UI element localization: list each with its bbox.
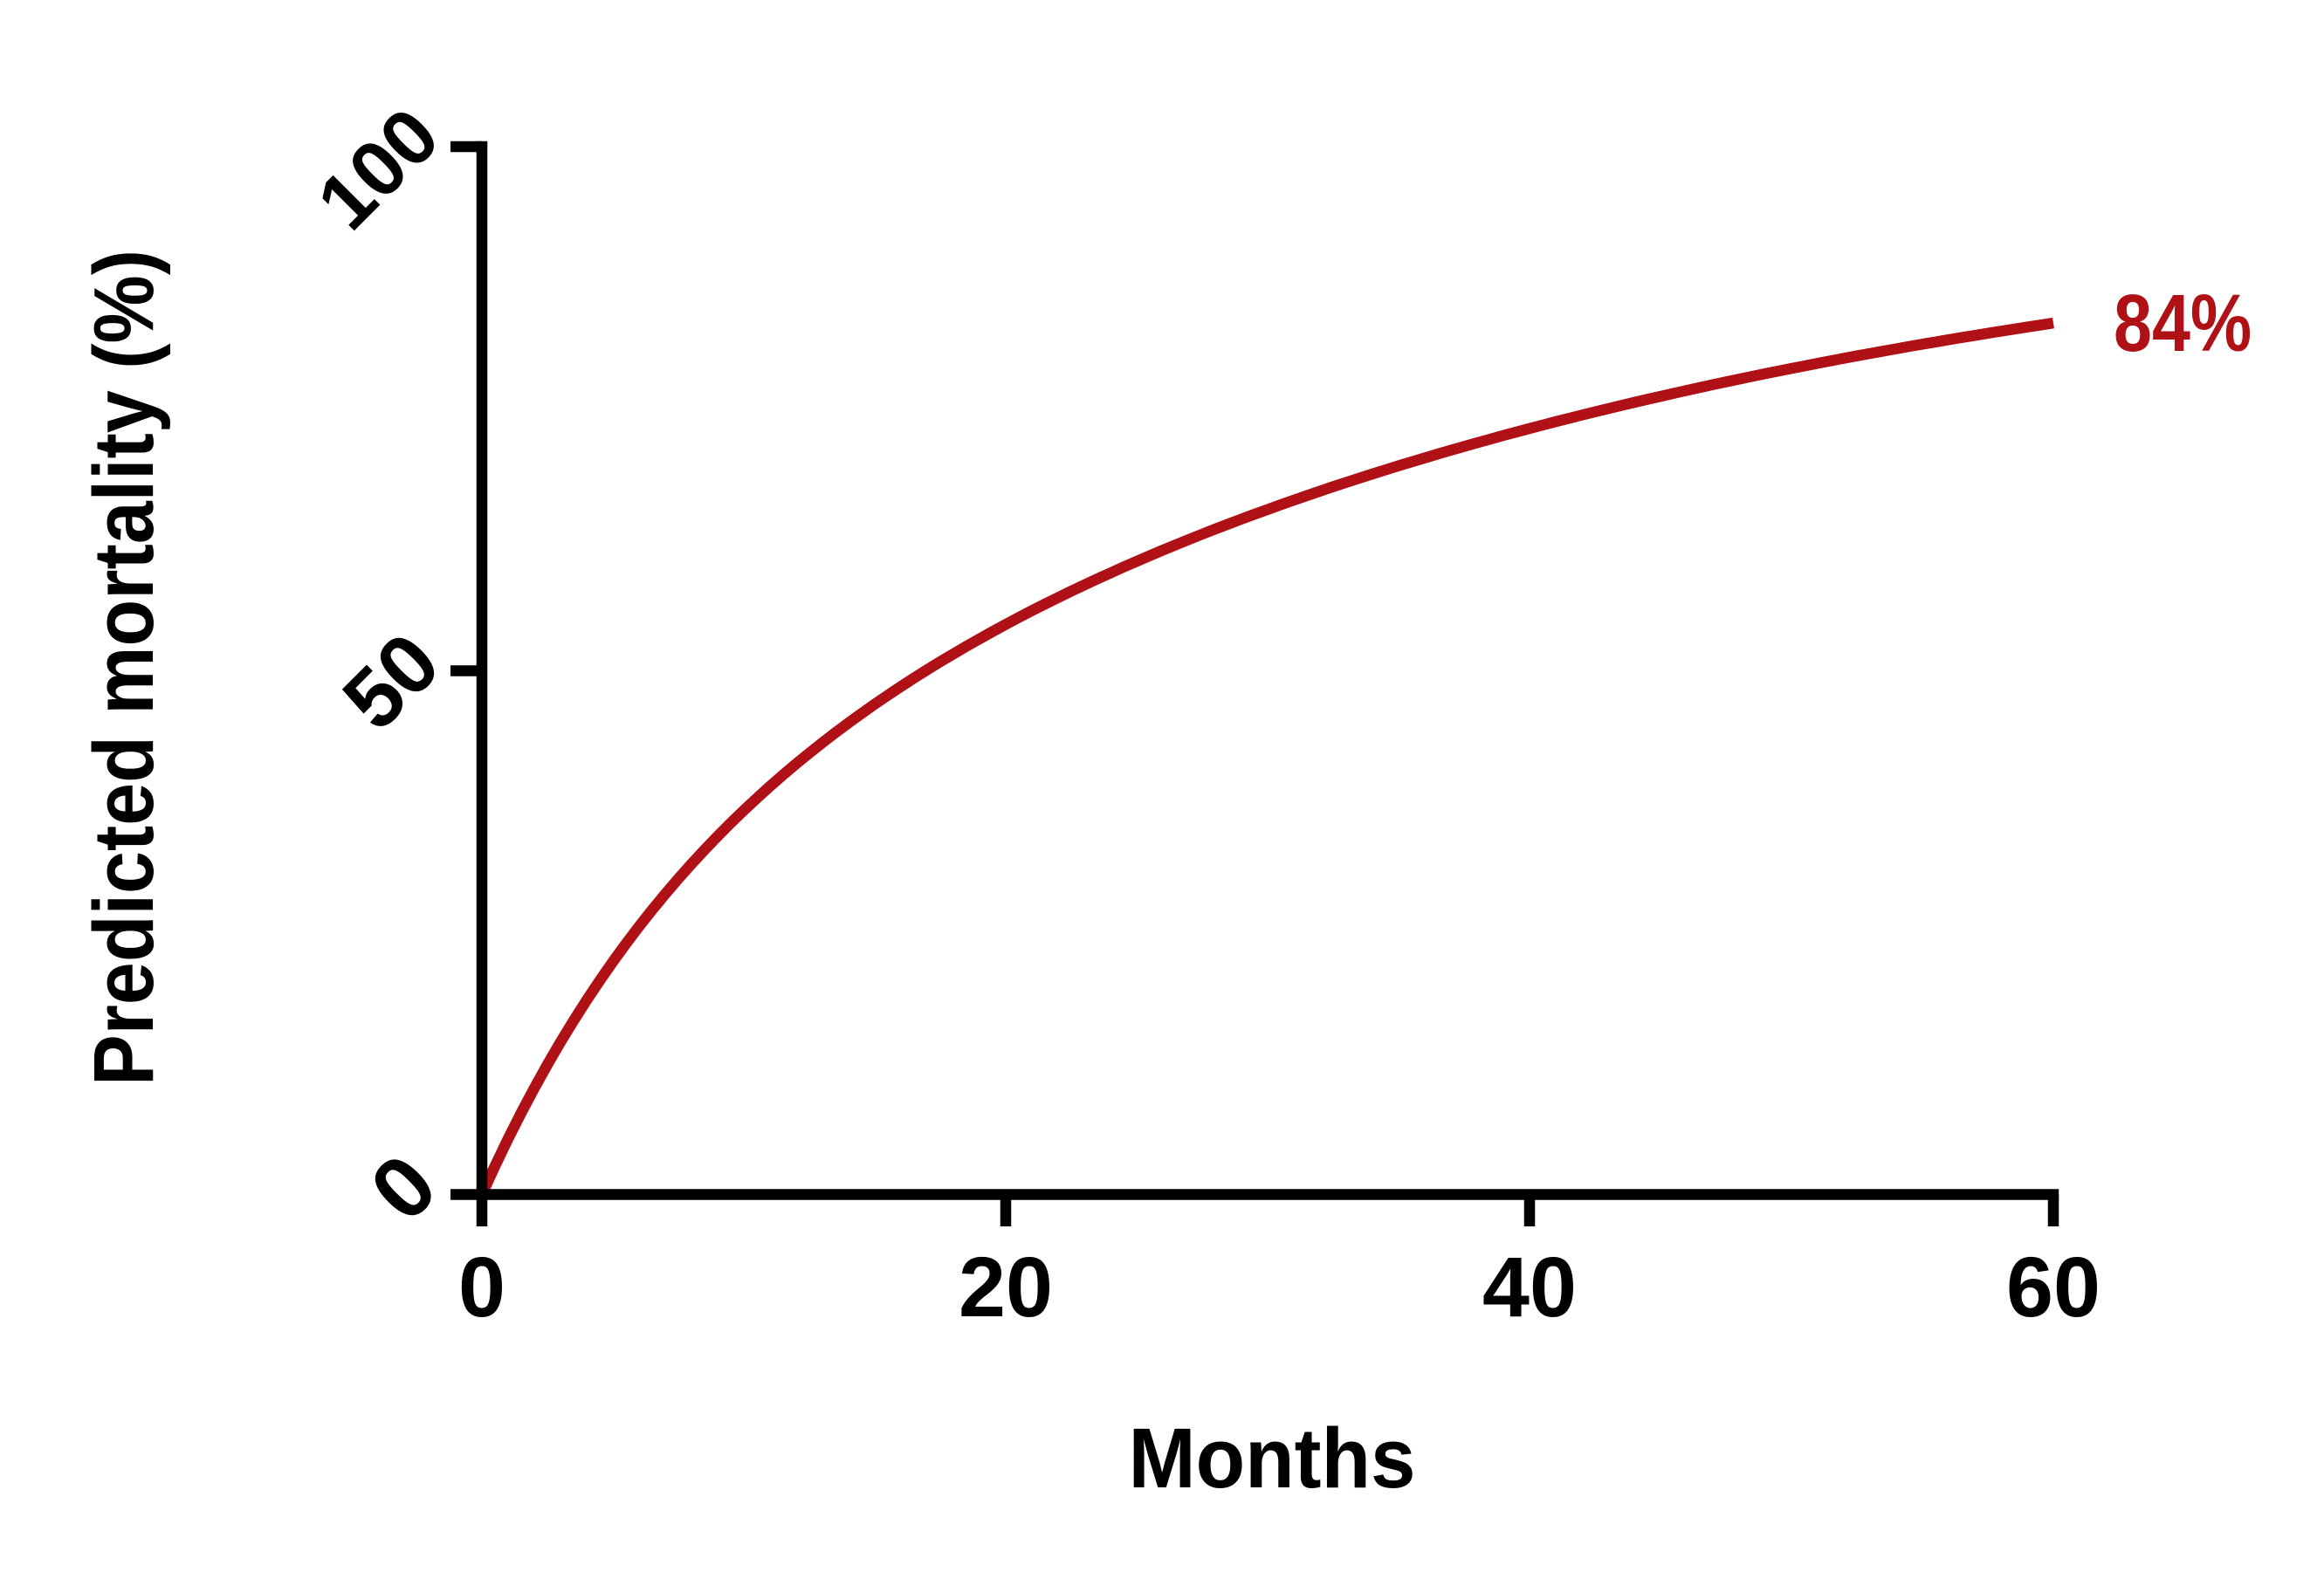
svg-text:60: 60 (2006, 1239, 2101, 1335)
svg-text:20: 20 (959, 1239, 1053, 1335)
svg-text:Months: Months (1129, 1411, 1416, 1506)
svg-text:40: 40 (1482, 1239, 1577, 1335)
svg-text:Predicted mortality (%): Predicted mortality (%) (76, 250, 171, 1086)
svg-text:84%: 84% (2114, 278, 2252, 368)
svg-text:0: 0 (458, 1239, 505, 1335)
